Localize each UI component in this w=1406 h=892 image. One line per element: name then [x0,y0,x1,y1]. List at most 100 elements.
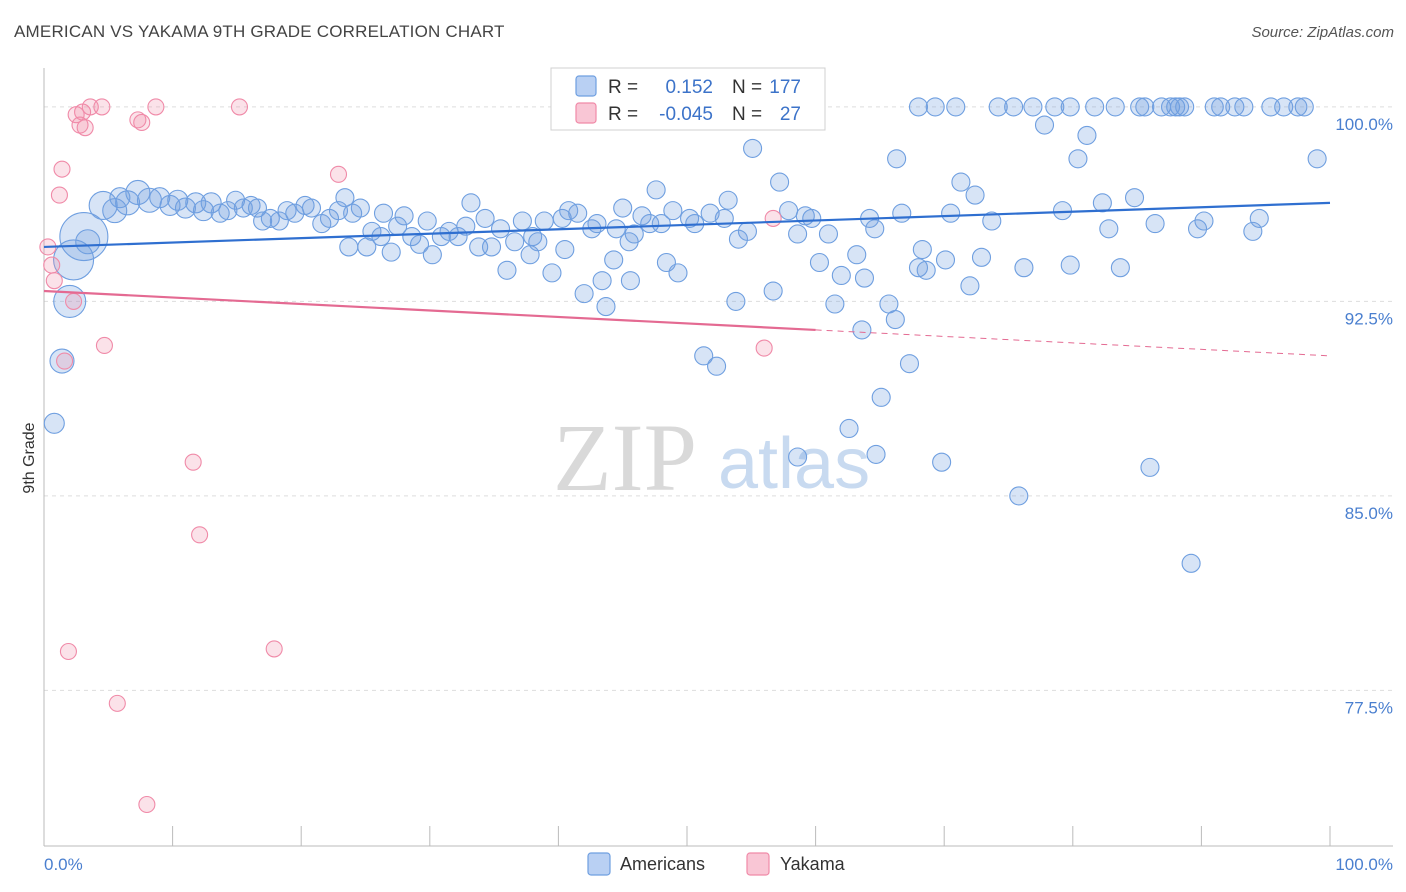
yakama-trendline-extension [815,329,1331,357]
americans-point-130 [1023,97,1043,117]
americans-point-109 [885,310,905,330]
americans-point-170 [854,268,875,288]
x-tick-label-max: 100.0% [1335,855,1393,874]
yakama-point-22 [329,165,348,183]
americans-point-9 [115,190,141,216]
watermark-zip: ZIP [553,404,697,511]
americans-point-118 [935,250,956,270]
chart-source: Source: ZipAtlas.com [1251,24,1394,41]
americans-point-151 [1175,97,1195,117]
americans-point-134 [1060,97,1080,117]
americans-point-91 [743,138,763,158]
americans-point-124 [971,247,992,267]
americans-point-88 [718,190,738,210]
americans-point-154 [1194,211,1214,231]
americans-trendline [43,201,1331,249]
americans-point-63 [542,263,562,283]
americans-point-117 [932,452,952,472]
americans-point-54 [475,208,495,228]
yakama-point-5 [56,352,74,370]
americans-point-57 [497,260,517,280]
watermark: ZIP atlas [553,404,870,511]
americans-point-169 [620,271,640,291]
yakama-point-12 [95,336,113,355]
x-ticks [172,826,1331,846]
yakama-point-4 [53,160,71,178]
yakama-point-21 [265,640,283,658]
americans-point-61 [528,232,548,252]
legend-n-value-yakama: 27 [780,104,801,125]
americans-point-110 [892,203,912,223]
americans-point-107 [871,387,891,407]
americans-point-141 [1110,258,1130,278]
americans-point-69 [587,214,607,234]
americans-point-145 [1140,457,1160,477]
americans-point-22 [233,198,253,218]
americans-point-92 [763,281,783,301]
gridlines [44,106,1393,691]
y-tick-label-3: 77.5% [1345,698,1393,717]
americans-point-55 [481,237,502,257]
americans-point-47 [422,245,442,265]
americans-point-64 [552,208,572,228]
bottom-legend-label-americans: Americans [620,854,705,874]
legend-r-value-americans: 0.152 [665,77,713,98]
americans-point-146 [1145,214,1165,234]
americans-point-165 [1307,149,1327,169]
y-tick-label-0: 100.0% [1335,115,1393,134]
y-tick-label-1: 92.5% [1345,309,1393,328]
legend-n-label-americans: N = [732,77,762,98]
americans-point-20 [218,201,238,221]
americans-point-175 [606,219,626,239]
watermark-atlas: atlas [718,424,870,504]
americans-point-104 [852,320,872,340]
americans-point-133 [1052,201,1073,221]
yakama-trendline [43,289,816,332]
americans-point-121 [951,172,971,192]
legend-n-label-yakama: N = [732,104,762,125]
americans-point-62 [534,211,554,231]
americans-point-111 [887,149,907,169]
americans-point-138 [1092,193,1112,213]
y-axis-title: 9th Grade [21,422,38,493]
americans-point-66 [568,203,588,223]
yakama-point-17 [147,98,165,116]
americans-point-67 [574,284,594,304]
stats-legend-box [550,67,826,131]
bottom-legend-swatch-yakama [746,852,770,876]
americans-point-77 [640,214,660,234]
americans-point-27 [269,211,289,231]
americans-point-86 [707,356,727,376]
americans-point-4 [59,212,109,262]
americans-point-5 [75,229,101,255]
americans-point-172 [373,203,394,223]
americans-point-163 [1288,97,1308,117]
americans-point-112 [899,354,920,374]
americans-point-150 [1169,97,1190,117]
americans-point-98 [809,252,830,273]
americans-point-35 [335,188,355,208]
americans-point-115 [908,97,929,117]
americans-point-89 [726,291,746,311]
bottom-legend: Americans Yakama [587,852,846,876]
americans-point-41 [381,242,401,262]
americans-point-174 [555,239,575,260]
americans-point-73 [613,198,633,218]
americans-point-100 [825,294,845,314]
americans-point-44 [402,227,422,247]
americans-point-144 [1135,97,1155,117]
americans-point-31 [301,198,322,218]
americans-point-102 [839,418,859,439]
americans-point-155 [1204,97,1224,117]
americans-point-126 [988,97,1008,117]
americans-point-72 [604,250,624,270]
americans-point-171 [1060,255,1080,275]
americans-point-113 [908,258,929,278]
yakama-point-2 [45,272,63,290]
americans-point-56 [490,219,511,239]
americans-point-136 [1077,125,1097,145]
americans-point-129 [1014,258,1034,278]
americans-point-125 [982,211,1002,231]
yakama-point-20 [230,98,249,116]
americans-point-7 [102,198,128,224]
